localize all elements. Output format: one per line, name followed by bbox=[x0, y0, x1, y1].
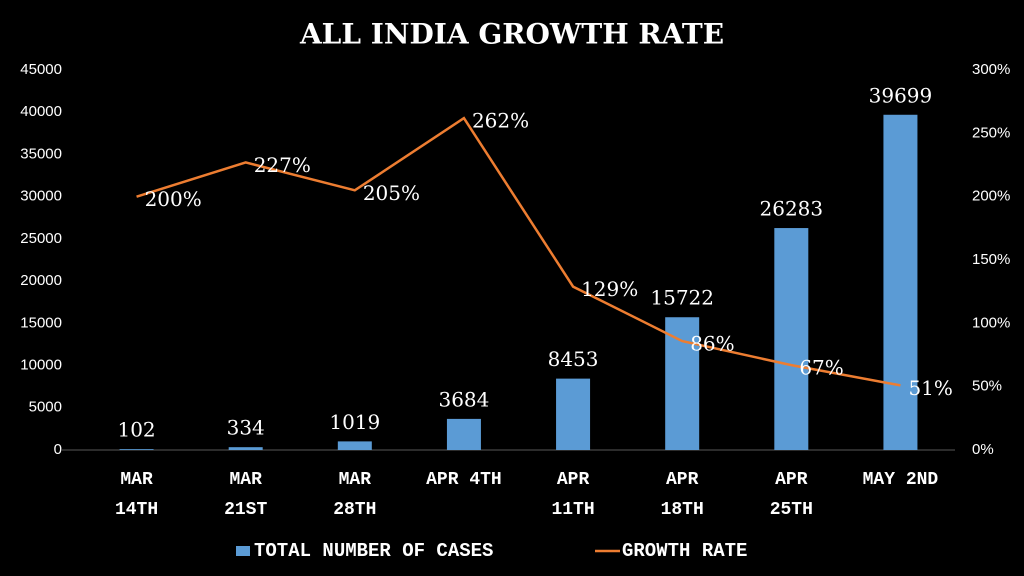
x-tick-label: MAR 21ST bbox=[224, 470, 268, 520]
data-label: 129% bbox=[581, 277, 638, 301]
y2-tick-label: 50% bbox=[972, 378, 1002, 395]
y-tick-label: 30000 bbox=[20, 188, 62, 205]
legend-label: GROWTH RATE bbox=[622, 540, 747, 562]
data-label: 8453 bbox=[548, 347, 599, 371]
chart-title: ALL INDIA GROWTH RATE bbox=[299, 18, 724, 51]
y-tick-label: 25000 bbox=[20, 230, 62, 247]
y-tick-label: 5000 bbox=[29, 399, 62, 416]
bar bbox=[556, 378, 591, 450]
data-label: 334 bbox=[227, 416, 265, 440]
data-label: 200% bbox=[145, 187, 202, 211]
x-tick-label: APR 25TH bbox=[769, 470, 813, 520]
data-label: 262% bbox=[472, 109, 529, 133]
data-label: 15722 bbox=[650, 286, 714, 310]
x-tick-label: APR 4TH bbox=[426, 470, 502, 490]
x-tick-label: MAR 28TH bbox=[333, 470, 377, 520]
bar bbox=[119, 449, 154, 450]
bar bbox=[228, 447, 263, 450]
y-tick-label: 20000 bbox=[20, 272, 62, 289]
data-label: 39699 bbox=[869, 83, 933, 107]
legend-swatch bbox=[236, 546, 250, 556]
line bbox=[136, 116, 901, 387]
data-label: 51% bbox=[908, 376, 952, 400]
bar bbox=[446, 418, 481, 450]
y-tick-label: 35000 bbox=[20, 145, 62, 162]
y2-tick-label: 200% bbox=[972, 188, 1010, 205]
data-label: 102 bbox=[117, 418, 155, 442]
data-label: 1019 bbox=[329, 410, 380, 434]
legend-label: TOTAL NUMBER OF CASES bbox=[254, 540, 493, 562]
y-tick-label: 0 bbox=[54, 441, 62, 458]
x-tick-label: MAR 14TH bbox=[114, 470, 159, 520]
y2-tick-label: 0% bbox=[972, 441, 994, 458]
data-label: 205% bbox=[363, 181, 420, 205]
y-tick-label: 45000 bbox=[20, 61, 62, 78]
bar bbox=[774, 228, 809, 450]
y2-tick-label: 300% bbox=[972, 61, 1010, 78]
data-label: 67% bbox=[799, 356, 843, 380]
y-tick-label: 40000 bbox=[20, 103, 62, 120]
data-label: 3684 bbox=[438, 387, 489, 411]
data-label: 26283 bbox=[760, 197, 824, 221]
data-label: 227% bbox=[254, 153, 311, 177]
bar bbox=[665, 317, 700, 450]
y2-tick-label: 100% bbox=[972, 314, 1010, 331]
x-tick-label: MAY 2ND bbox=[862, 470, 939, 490]
y-tick-label: 15000 bbox=[20, 314, 62, 331]
bar bbox=[883, 114, 918, 450]
y2-tick-label: 250% bbox=[972, 124, 1010, 141]
y-tick-label: 10000 bbox=[20, 357, 62, 374]
bar bbox=[337, 441, 372, 450]
x-tick-label: APR 11TH bbox=[551, 470, 595, 520]
y2-tick-label: 150% bbox=[972, 251, 1010, 268]
data-label: 86% bbox=[690, 332, 734, 356]
x-tick-label: APR 18TH bbox=[660, 470, 704, 520]
